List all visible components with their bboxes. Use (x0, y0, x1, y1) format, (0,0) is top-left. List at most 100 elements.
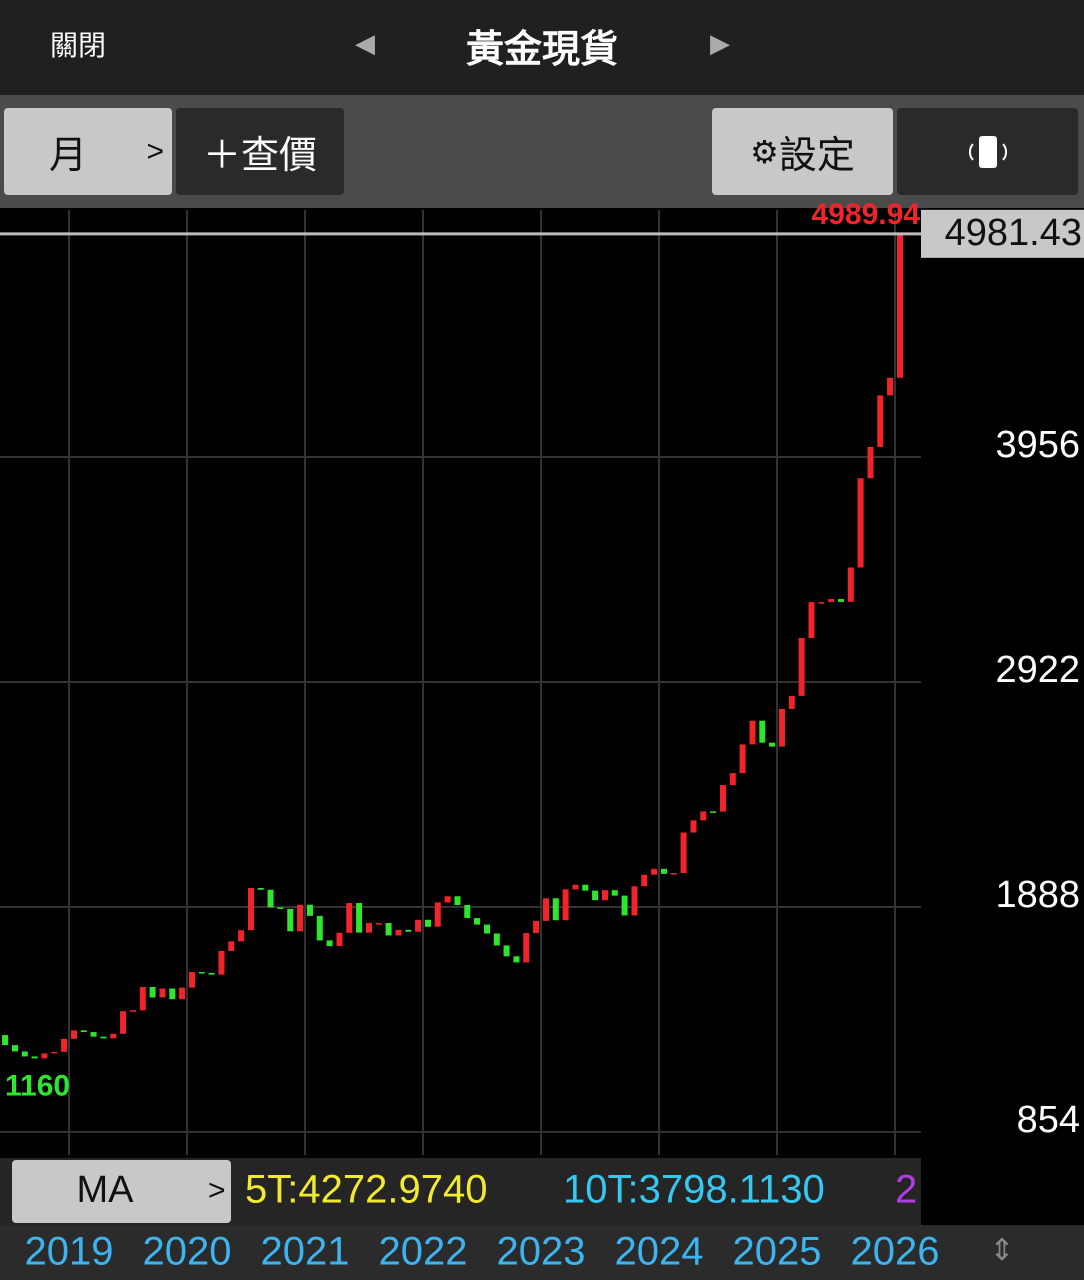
candle-body (611, 890, 618, 896)
candle-body (729, 773, 736, 786)
candle-body (395, 929, 402, 936)
candle-body (21, 1051, 28, 1057)
ma-button[interactable] (12, 1160, 231, 1223)
candle-body (582, 884, 589, 891)
next-arrow[interactable]: ▶ (710, 28, 730, 58)
candle-body (179, 987, 186, 1000)
candle-body (513, 956, 520, 963)
candle-body (61, 1038, 68, 1052)
low-label: 1160 (5, 1069, 70, 1102)
candle-body (680, 832, 687, 874)
candle-body (90, 1032, 97, 1037)
x-axis-bar (0, 1225, 1084, 1280)
candle-body (631, 886, 638, 916)
x-tick-label: 2023 (497, 1230, 586, 1274)
ma-legend: 2 (895, 1168, 917, 1212)
candle-body (110, 1033, 117, 1039)
candle-body (444, 896, 451, 903)
candle-body (710, 811, 717, 813)
candle-body (405, 929, 412, 932)
candle-body (690, 820, 697, 833)
candle-body (523, 933, 530, 963)
rotate-button[interactable] (897, 108, 1078, 195)
candle-body (759, 720, 766, 743)
candle-body (808, 602, 815, 639)
last-price-box (921, 209, 1084, 258)
candle-body (218, 950, 225, 975)
candle-body (129, 1010, 136, 1012)
x-tick-label: 2020 (143, 1230, 232, 1274)
candle-body (228, 941, 235, 951)
ma-legend: 10T:3798.1130 (563, 1168, 825, 1212)
candle-body (887, 377, 894, 396)
candle-body (542, 898, 549, 921)
x-tick-label: 2025 (733, 1230, 822, 1274)
candle-body (601, 890, 608, 901)
candle-body (198, 972, 205, 974)
candle-body (641, 874, 648, 887)
candle-body (867, 446, 874, 479)
candle-body (670, 873, 677, 875)
candle-body (346, 903, 353, 933)
candle-body (11, 1045, 18, 1052)
toolbar: 月 > ＋查價 ⚙ 設定 (0, 95, 1084, 208)
candle-body (464, 904, 471, 919)
header: 關閉 ◀ 黃金現貨 ▶ (0, 0, 1084, 95)
candle-body (51, 1051, 58, 1054)
page-title: 黃金現貨 (465, 29, 618, 71)
candle-body (700, 811, 707, 821)
candle-body (828, 599, 835, 603)
candle-body (778, 708, 785, 747)
candle-body (139, 987, 146, 1011)
rotate-icon (968, 135, 1007, 168)
candle-body (592, 890, 599, 901)
candle-body (306, 904, 313, 916)
y-tick-label: 2922 (995, 649, 1080, 691)
candle-body (847, 567, 854, 602)
candle-body (31, 1056, 38, 1059)
settings-label: 設定 (778, 135, 855, 177)
candle-body (415, 919, 422, 932)
candle-body (572, 884, 579, 890)
ma-legend: 5T:4272.9740 (245, 1168, 487, 1212)
candle-body (739, 744, 746, 774)
x-tick-label: 2026 (851, 1230, 940, 1274)
last-price-label: 4981.43 (945, 212, 1082, 254)
candle-body (2, 1035, 9, 1046)
candle-body (621, 895, 628, 916)
candle-body (474, 918, 481, 925)
candle-body (651, 868, 658, 875)
candle-body (336, 932, 343, 947)
candle-body (562, 889, 569, 921)
candle-body (188, 972, 195, 988)
candle-body (41, 1053, 48, 1059)
candle-body (238, 930, 245, 942)
candle-body (493, 933, 500, 946)
close-button[interactable]: 關閉 (50, 30, 107, 61)
prev-arrow[interactable]: ◀ (355, 28, 375, 58)
y-tick-label: 1888 (995, 874, 1080, 916)
candle-body (533, 920, 540, 934)
quote-button[interactable]: ＋查價 (176, 108, 344, 195)
candle-body (316, 915, 323, 941)
x-tick-label: 2022 (379, 1230, 468, 1274)
candle-body (159, 988, 166, 998)
scroll-handle[interactable]: ⇕ (989, 1234, 1014, 1267)
candle-body (483, 924, 490, 934)
settings-button[interactable]: ⚙ 設定 (712, 108, 893, 195)
candle-body (769, 742, 776, 747)
ma-button-label: MA (77, 1169, 135, 1211)
candle-body (385, 923, 392, 936)
candle-body (149, 987, 156, 998)
x-tick-label: 2024 (615, 1230, 704, 1274)
candle-body (80, 1030, 87, 1033)
candle-body (169, 988, 176, 1000)
candle-body (247, 888, 254, 931)
candle-body (375, 923, 382, 925)
period-button[interactable]: 月 > (4, 108, 172, 195)
candle-body (287, 908, 294, 932)
high-label: 4989.94 (812, 198, 921, 231)
candle-body (857, 478, 864, 568)
